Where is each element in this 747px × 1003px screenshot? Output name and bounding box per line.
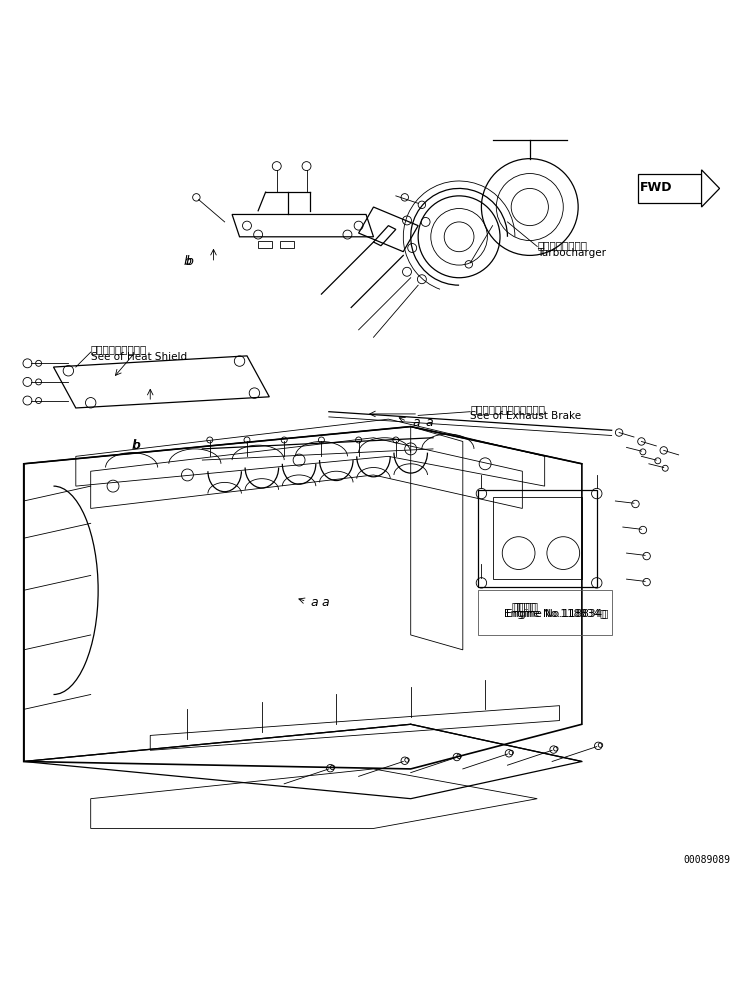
Text: 00089089: 00089089 bbox=[684, 855, 731, 865]
Text: ターボチャージャ: ターボチャージャ bbox=[537, 240, 587, 250]
Bar bbox=[258, 242, 272, 249]
Text: Engine No.118834～: Engine No.118834～ bbox=[503, 608, 606, 618]
Bar bbox=[492, 497, 582, 580]
Polygon shape bbox=[701, 171, 719, 208]
Text: エキゾーストブレーキ参照: エキゾーストブレーキ参照 bbox=[471, 403, 545, 413]
Text: a: a bbox=[321, 596, 329, 609]
Text: a: a bbox=[412, 415, 420, 428]
Text: a: a bbox=[426, 415, 433, 428]
Text: FWD: FWD bbox=[640, 182, 672, 195]
Bar bbox=[638, 175, 701, 204]
Text: 適用号機: 適用号機 bbox=[511, 601, 536, 611]
Bar bbox=[477, 490, 597, 587]
Text: See of Exhaust Brake: See of Exhaust Brake bbox=[471, 411, 581, 421]
Text: b: b bbox=[184, 255, 191, 268]
Text: See of Heat Shield: See of Heat Shield bbox=[90, 351, 187, 361]
Text: Engine No.118834～: Engine No.118834～ bbox=[506, 608, 608, 618]
Text: 適用号機: 適用号機 bbox=[513, 601, 539, 611]
Bar bbox=[477, 591, 612, 635]
Text: b: b bbox=[132, 438, 140, 451]
Text: b: b bbox=[131, 438, 140, 451]
Text: Turbocharger: Turbocharger bbox=[537, 248, 607, 258]
Bar bbox=[280, 242, 294, 249]
Text: b: b bbox=[186, 255, 193, 268]
Text: ヒートシールド参照: ヒートシールド参照 bbox=[90, 344, 147, 354]
Text: a: a bbox=[310, 596, 318, 609]
